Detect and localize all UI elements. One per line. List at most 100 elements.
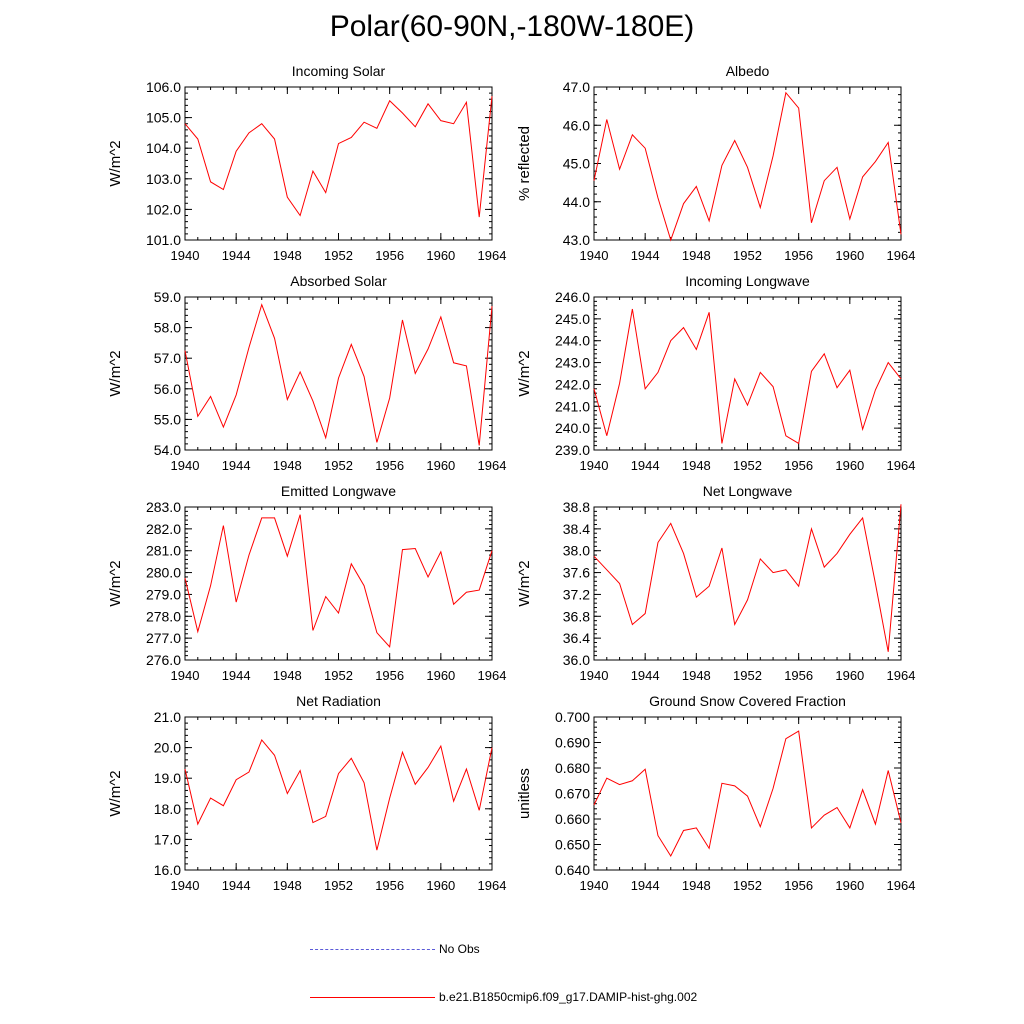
y-tick-label: 55.0: [154, 411, 181, 427]
x-tick-label: 1960: [835, 248, 864, 263]
y-axis-label: W/m^2: [107, 350, 124, 396]
x-tick-label: 1948: [273, 458, 302, 473]
y-tick-label: 46.0: [563, 117, 590, 133]
panel-net-radiation: 1940 1944 1948 1952 1956 1960 1964 16.0 17.0 18.0…: [107, 693, 506, 893]
panel-title: Albedo: [726, 63, 770, 79]
x-tick-label: 1956: [784, 878, 813, 893]
x-tick-label: 1964: [478, 458, 507, 473]
x-tick-label: 1964: [478, 878, 507, 893]
y-tick-label: 0.670: [555, 786, 590, 802]
y-tick-label: 58.0: [154, 320, 181, 336]
y-tick-label: 246.0: [555, 289, 590, 305]
x-tick-label: 1964: [887, 458, 916, 473]
y-tick-label: 280.0: [146, 565, 181, 581]
x-tick-label: 1944: [222, 878, 251, 893]
x-tick-label: 1964: [887, 668, 916, 683]
y-tick-label: 283.0: [146, 499, 181, 515]
legend-model-run: b.e21.B1850cmip6.f09_g17.DAMIP-hist-ghg.…: [310, 990, 697, 1004]
series-line: [184, 96, 493, 218]
y-tick-label: 47.0: [563, 79, 590, 95]
y-tick-label: 239.0: [555, 442, 590, 458]
x-tick-label: 1940: [171, 248, 200, 263]
y-tick-label: 18.0: [154, 801, 181, 817]
y-tick-label: 0.700: [555, 709, 590, 725]
y-tick-label: 37.6: [563, 565, 590, 581]
series-line: [184, 303, 493, 446]
x-tick-label: 1944: [631, 458, 660, 473]
x-tick-label: 1944: [631, 878, 660, 893]
panel-title: Emitted Longwave: [281, 483, 396, 499]
x-tick-label: 1956: [784, 668, 813, 683]
legend-label-model-run: b.e21.B1850cmip6.f09_g17.DAMIP-hist-ghg.…: [439, 990, 698, 1004]
x-tick-label: 1944: [631, 248, 660, 263]
x-tick-label: 1940: [580, 668, 609, 683]
y-tick-label: 19.0: [154, 770, 181, 786]
y-tick-label: 37.2: [563, 586, 590, 602]
y-tick-label: 38.8: [563, 499, 590, 515]
y-tick-label: 240.0: [555, 420, 590, 436]
panel-ground-snow-covered-fraction: 1940 1944 1948 1952 1956 1960 1964 0.640 0.650 0.…: [516, 693, 915, 893]
x-tick-label: 1960: [426, 878, 455, 893]
y-tick-label: 45.0: [563, 156, 590, 172]
x-tick-label: 1944: [222, 458, 251, 473]
x-tick-label: 1960: [835, 878, 864, 893]
x-tick-label: 1940: [580, 458, 609, 473]
y-tick-label: 241.0: [555, 398, 590, 414]
plot-frame: [184, 716, 493, 871]
plot-frame: [593, 506, 902, 661]
y-tick-label: 0.680: [555, 760, 590, 776]
x-tick-label: 1952: [324, 458, 353, 473]
x-tick-label: 1940: [580, 878, 609, 893]
y-tick-label: 0.650: [555, 837, 590, 853]
y-tick-label: 16.0: [154, 862, 181, 878]
series-line: [593, 308, 902, 445]
x-tick-label: 1940: [171, 668, 200, 683]
y-axis-label: W/m^2: [516, 560, 533, 606]
x-tick-label: 1956: [784, 248, 813, 263]
plot-frame: [593, 86, 902, 241]
y-tick-label: 44.0: [563, 194, 590, 210]
x-tick-label: 1940: [171, 458, 200, 473]
y-tick-label: 281.0: [146, 543, 181, 559]
series-line: [184, 514, 493, 649]
series-line: [184, 738, 493, 851]
y-tick-label: 102.0: [146, 201, 181, 217]
x-tick-label: 1964: [887, 248, 916, 263]
plot-frame: [593, 296, 902, 451]
y-tick-label: 43.0: [563, 232, 590, 248]
x-tick-label: 1944: [222, 668, 251, 683]
x-tick-label: 1956: [375, 458, 404, 473]
x-tick-label: 1956: [375, 668, 404, 683]
y-tick-label: 38.0: [563, 543, 590, 559]
x-tick-label: 1948: [682, 458, 711, 473]
y-tick-label: 276.0: [146, 652, 181, 668]
x-tick-label: 1948: [273, 668, 302, 683]
x-tick-label: 1960: [835, 668, 864, 683]
panel-title: Net Radiation: [296, 693, 381, 709]
x-tick-label: 1952: [324, 248, 353, 263]
y-tick-label: 105.0: [146, 110, 181, 126]
series-line: [593, 730, 902, 857]
y-tick-label: 245.0: [555, 311, 590, 327]
y-tick-label: 54.0: [154, 442, 181, 458]
y-tick-label: 0.690: [555, 735, 590, 751]
y-tick-label: 57.0: [154, 350, 181, 366]
series-line: [593, 91, 902, 242]
x-tick-label: 1952: [733, 668, 762, 683]
panel-emitted-longwave: 1940 1944 1948 1952 1956 1960 1964 276.0 277.0 27…: [107, 483, 506, 683]
x-tick-label: 1940: [580, 248, 609, 263]
x-tick-label: 1944: [631, 668, 660, 683]
panel-title: Net Longwave: [703, 483, 793, 499]
y-tick-label: 242.0: [555, 376, 590, 392]
x-tick-label: 1948: [682, 668, 711, 683]
y-tick-label: 20.0: [154, 740, 181, 756]
y-tick-label: 36.0: [563, 652, 590, 668]
x-tick-label: 1956: [375, 248, 404, 263]
x-tick-label: 1960: [835, 458, 864, 473]
plot-frame: [593, 716, 902, 871]
panel-title: Incoming Solar: [292, 63, 386, 79]
y-tick-label: 0.660: [555, 811, 590, 827]
x-tick-label: 1952: [324, 878, 353, 893]
x-tick-label: 1964: [478, 248, 507, 263]
